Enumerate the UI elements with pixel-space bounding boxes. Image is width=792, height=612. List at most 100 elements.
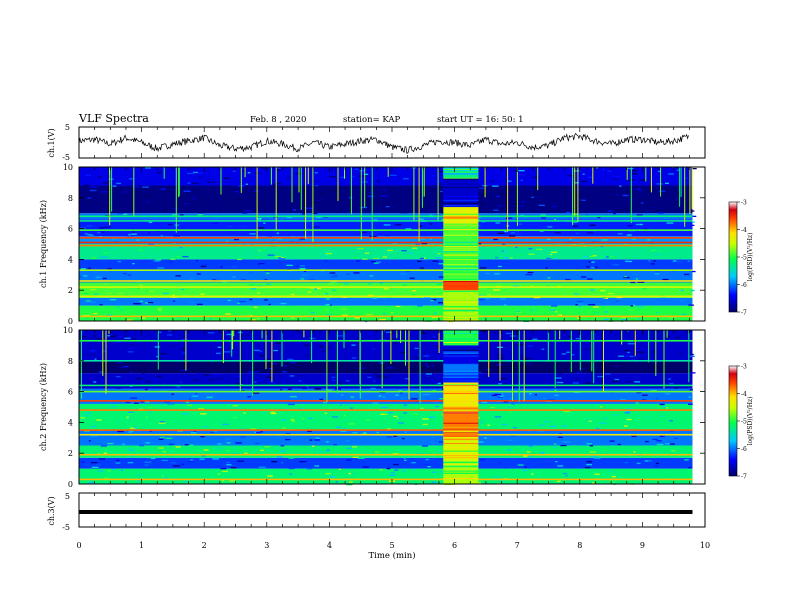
spectral-speckle xyxy=(624,412,630,414)
spectral-speckle xyxy=(379,318,386,321)
burst-line xyxy=(443,234,479,236)
spectral-speckle xyxy=(527,345,534,347)
spectral-speckle xyxy=(288,467,295,470)
spectral-speckle xyxy=(120,191,126,193)
spectral-speckle xyxy=(247,172,251,174)
spectral-line xyxy=(79,244,693,247)
ytick-label: 2 xyxy=(68,449,73,458)
spectral-speckle xyxy=(640,202,644,204)
spectral-speckle xyxy=(107,202,113,204)
burst-line xyxy=(443,219,479,221)
spectral-speckle xyxy=(148,221,153,223)
spectral-speckle xyxy=(675,364,683,366)
spectral-speckle xyxy=(354,168,359,170)
spectral-speckle xyxy=(308,417,313,419)
burst-line xyxy=(443,461,479,463)
colorbar-tick-label: -4 xyxy=(741,227,747,234)
spectral-speckle xyxy=(479,203,483,205)
spectral-speckle xyxy=(657,212,664,214)
spectral-speckle xyxy=(551,305,558,307)
burst-line xyxy=(443,435,479,437)
spectral-speckle xyxy=(267,235,272,237)
spectral-speckle xyxy=(626,354,629,356)
spectral-speckle xyxy=(128,288,135,290)
spectral-speckle xyxy=(248,284,255,286)
spectral-speckle xyxy=(97,232,101,234)
spectral-speckle xyxy=(422,257,426,259)
spectral-speckle xyxy=(689,389,693,391)
spectral-speckle xyxy=(679,353,682,355)
spectral-speckle xyxy=(171,462,177,464)
spectral-speckle xyxy=(198,372,202,374)
spectral-speckle xyxy=(372,186,375,188)
spectral-speckle xyxy=(137,184,141,186)
spectral-speckle xyxy=(650,249,656,251)
spectral-speckle xyxy=(95,468,100,471)
spectral-speckle xyxy=(393,435,397,437)
spectral-speckle xyxy=(539,230,544,232)
spectral-speckle xyxy=(297,408,304,410)
spectral-speckle xyxy=(367,294,374,297)
spectral-speckle xyxy=(270,411,276,413)
spectral-speckle xyxy=(94,358,97,360)
spectral-speckle xyxy=(663,250,669,252)
spectral-speckle xyxy=(326,298,330,300)
spectral-speckle xyxy=(127,462,134,464)
spectral-speckle xyxy=(301,213,306,215)
spectral-speckle xyxy=(576,232,579,235)
spectral-speckle xyxy=(477,225,481,227)
spectral-speckle xyxy=(262,335,265,337)
spectral-speckle xyxy=(375,451,380,453)
spectral-speckle xyxy=(644,228,648,230)
spectral-speckle xyxy=(407,389,410,392)
spectral-speckle xyxy=(440,190,443,193)
spectral-speckle xyxy=(184,444,190,446)
spectral-speckle xyxy=(657,365,665,367)
spectral-speckle xyxy=(648,460,653,462)
spectral-band xyxy=(79,297,693,306)
spectral-speckle xyxy=(503,257,510,259)
spectral-speckle xyxy=(625,330,629,333)
ytick-label: 6 xyxy=(68,388,73,397)
spectral-speckle xyxy=(112,185,117,187)
spectral-speckle xyxy=(182,256,189,258)
spectral-speckle xyxy=(633,451,636,453)
spectral-speckle xyxy=(235,406,239,408)
burst-line xyxy=(443,172,479,174)
spectral-speckle xyxy=(358,457,365,459)
spectral-speckle xyxy=(593,363,596,366)
spectral-speckle xyxy=(612,178,618,180)
spectral-speckle xyxy=(662,278,669,281)
spectral-speckle xyxy=(114,420,119,422)
spectral-speckle xyxy=(540,214,546,216)
spectral-speckle xyxy=(311,209,314,211)
spectral-speckle xyxy=(223,351,231,353)
spectral-speckle xyxy=(392,338,395,340)
spectral-speckle xyxy=(423,464,430,466)
spectral-spike xyxy=(421,167,423,208)
spectral-speckle xyxy=(507,449,512,451)
spectral-speckle xyxy=(361,231,367,233)
spectral-speckle xyxy=(193,171,198,174)
spectral-speckle xyxy=(645,211,651,213)
spectral-speckle xyxy=(88,455,96,457)
spectral-speckle xyxy=(95,250,100,252)
spectral-spike xyxy=(105,330,107,394)
spectral-speckle xyxy=(484,334,489,336)
spectral-line xyxy=(79,360,693,362)
spectral-speckle xyxy=(103,254,106,256)
spectral-spike xyxy=(396,330,398,339)
spectral-speckle xyxy=(162,477,168,479)
spectral-speckle xyxy=(187,172,194,175)
spectral-speckle xyxy=(234,375,242,377)
spectral-speckle xyxy=(511,403,515,405)
spectral-speckle xyxy=(585,466,591,469)
spectral-spike xyxy=(663,330,665,389)
spectral-speckle xyxy=(365,419,371,421)
spectral-speckle xyxy=(582,173,585,175)
spectral-speckle xyxy=(611,380,619,382)
spectral-speckle xyxy=(527,188,534,190)
ch1-colorbar xyxy=(728,201,738,313)
spectral-speckle xyxy=(669,420,673,422)
spectral-speckle xyxy=(417,260,422,262)
